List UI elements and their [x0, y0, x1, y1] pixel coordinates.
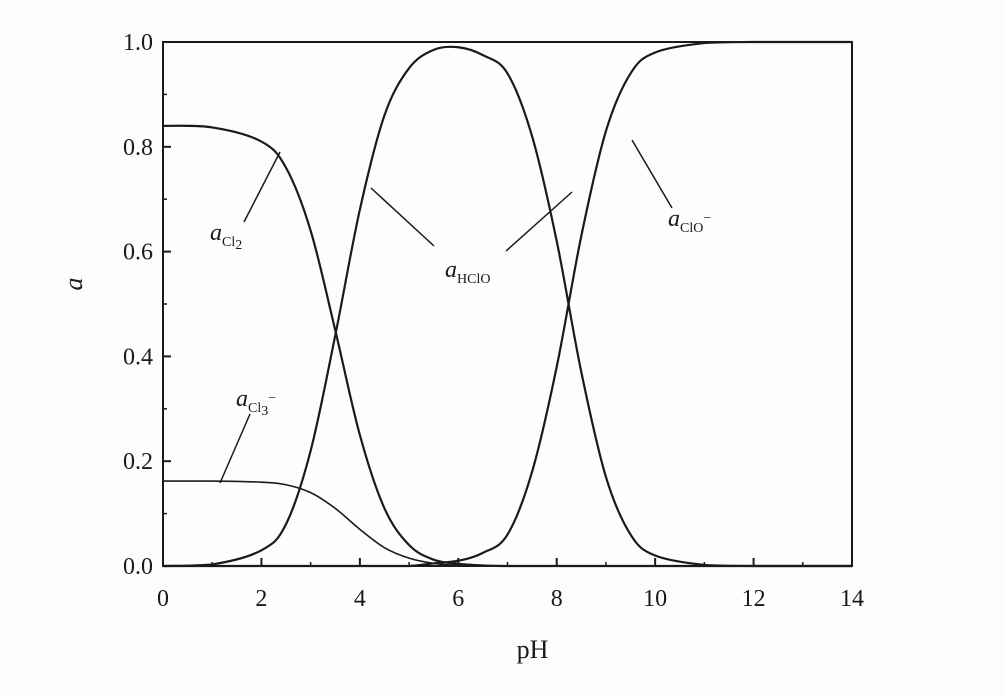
- x-tick-label: 6: [452, 586, 464, 612]
- curve-label-subscript-index: 3: [261, 404, 268, 419]
- curve-label-subscript: Cl: [222, 235, 235, 250]
- curve-label-main: a: [445, 257, 457, 283]
- y-axis-title: a: [59, 278, 88, 291]
- series-line-a-cl3: [162, 480, 852, 567]
- curve-label-main: a: [668, 206, 680, 232]
- x-tick-label: 12: [742, 586, 766, 612]
- curve-label-a-cl3: aCl3−: [236, 386, 276, 419]
- ticks-layer: 0 2 4 6 8 10 12 14 0.0 0.2 0.4 0.6 0.8 1.0: [123, 30, 864, 612]
- curve-label-subscript: ClO: [680, 221, 703, 236]
- curve-label-subscript: HClO: [457, 272, 490, 287]
- x-axis-title: pH: [517, 635, 549, 664]
- curve-label-superscript: −: [268, 391, 276, 406]
- y-tick-label: 0.0: [123, 554, 153, 580]
- y-tick-label: 0.6: [123, 240, 153, 266]
- x-tick-label: 14: [840, 586, 864, 612]
- plot-frame: [162, 41, 853, 567]
- x-tick-label: 2: [255, 586, 267, 612]
- y-tick-label: 1.0: [123, 30, 153, 56]
- curve-label-superscript: −: [703, 211, 711, 226]
- curve-label-main: a: [236, 386, 248, 412]
- x-tick-label: 10: [643, 586, 667, 612]
- curve-label-a-hclo: aHClO: [445, 257, 490, 287]
- curve-label-a-clo: aClO−: [668, 206, 711, 236]
- y-tick-label: 0.8: [123, 135, 153, 161]
- y-tick-label: 0.4: [123, 344, 153, 370]
- y-tick-label: 0.2: [123, 449, 153, 475]
- curve-label-a-cl2: aCl2: [210, 220, 242, 253]
- label-leader-line: [243, 151, 281, 223]
- x-tick-label: 0: [157, 586, 169, 612]
- curve-label-subscript: Cl: [248, 401, 261, 416]
- label-leader-line: [370, 187, 435, 247]
- series-line-a-cl2: [162, 124, 852, 568]
- label-leader-line: [631, 139, 673, 209]
- x-tick-label: 4: [354, 586, 366, 612]
- label-leader-line: [505, 191, 573, 252]
- curves-layer: [162, 40, 852, 568]
- series-line-a-hclo: [162, 45, 852, 568]
- curve-label-subscript-index: 2: [235, 238, 242, 253]
- series-line-a-clo: [162, 40, 852, 568]
- label-leader-line: [219, 413, 251, 484]
- curve-label-main: a: [210, 220, 222, 246]
- x-tick-label: 8: [551, 586, 563, 612]
